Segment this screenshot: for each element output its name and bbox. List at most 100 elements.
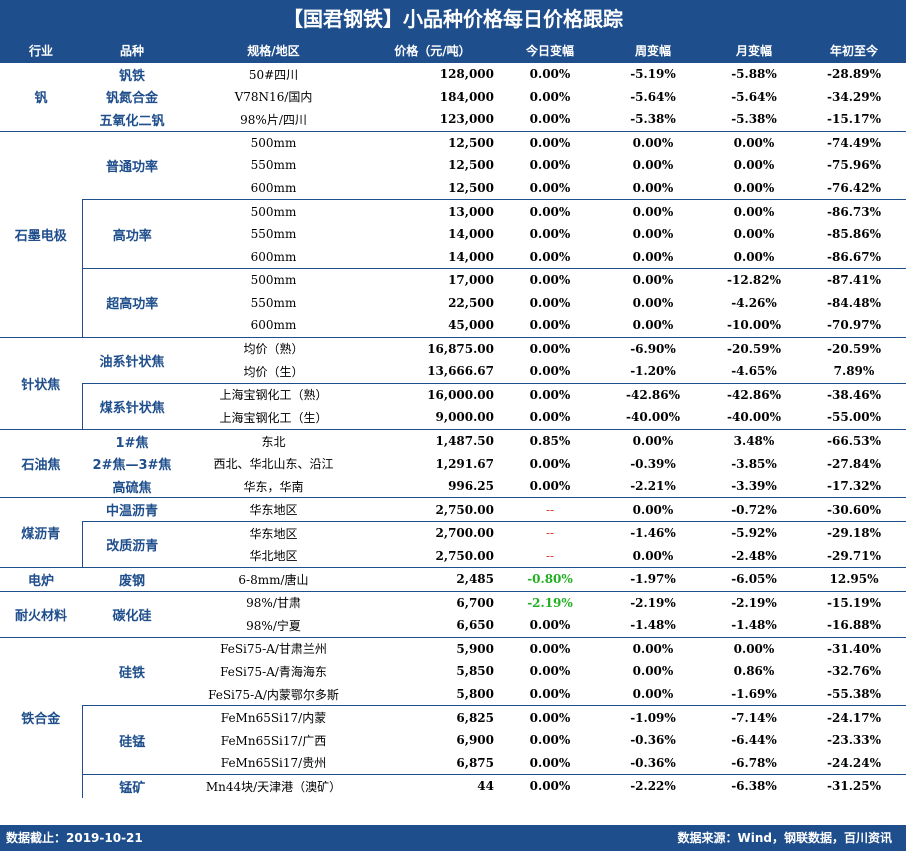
today-change: 0.00% bbox=[500, 199, 600, 223]
week-change: -0.36% bbox=[630, 755, 676, 770]
month-change: -42.86% bbox=[706, 382, 802, 407]
today-change: 0.00% bbox=[529, 364, 571, 379]
ytd-change: -74.49% bbox=[802, 130, 906, 155]
ytd-change: -84.48% bbox=[827, 295, 881, 310]
table-row: 2#焦—3#焦 西北、华北山东、沿江 1,291.67 0.00% -0.39%… bbox=[0, 452, 906, 475]
month-change: -5.38% bbox=[731, 112, 777, 127]
table-row: 针状焦 油系针状焦 均价（熟） 16,875.00 0.00% -6.90% -… bbox=[0, 336, 906, 430]
spec-cell: 98%/宁夏 bbox=[246, 618, 301, 633]
ytd-change: -30.60% bbox=[802, 497, 906, 522]
ytd-change: -55.38% bbox=[827, 687, 881, 702]
ytd-change: -85.86% bbox=[827, 227, 881, 242]
week-change: -1.09% bbox=[600, 705, 706, 729]
month-change: 3.48% bbox=[706, 428, 802, 453]
week-change: 0.00% bbox=[600, 428, 706, 453]
today-change: 0.00% bbox=[529, 89, 571, 104]
today-change: 0.00% bbox=[500, 336, 600, 361]
variety-cell: 废钢 bbox=[82, 567, 182, 592]
price-cell: 5,800 bbox=[456, 687, 494, 702]
table-row: 五氧化二钒 98%片/四川 123,000 0.00% -5.38% -5.38… bbox=[0, 108, 906, 131]
month-change: -1.69% bbox=[731, 687, 777, 702]
table-row: FeSi75-A/内蒙鄂尔多斯 5,800 0.00% 0.00% -1.69%… bbox=[0, 683, 906, 706]
spec-cell: 华东，华南 bbox=[243, 479, 304, 494]
table-row: 高功率 500mm 13,000 0.00% 0.00% 0.00% -86.7… bbox=[0, 199, 906, 269]
week-change: 0.00% bbox=[632, 295, 674, 310]
today-change: 0.00% bbox=[529, 755, 571, 770]
variety-cell: 油系针状焦 bbox=[82, 336, 182, 384]
header-ytd: 年初至今 bbox=[802, 38, 906, 63]
industry-cell: 煤沥青 bbox=[0, 497, 82, 568]
spec-cell: 50#四川 bbox=[182, 61, 365, 86]
week-change: -2.21% bbox=[630, 479, 676, 494]
month-change: 0.00% bbox=[733, 158, 775, 173]
ytd-change: -27.84% bbox=[827, 456, 881, 471]
variety-cell: 钒铁 bbox=[82, 61, 182, 86]
month-change: -6.38% bbox=[706, 773, 802, 798]
today-change: 0.00% bbox=[500, 267, 600, 292]
week-change: 0.00% bbox=[600, 497, 706, 522]
ytd-change: -16.88% bbox=[827, 618, 881, 633]
variety-cell: 煤系针状焦 bbox=[81, 382, 182, 430]
data-cutoff-date: 数据截止：2019-10-21 bbox=[6, 831, 143, 845]
week-change: -1.46% bbox=[600, 520, 706, 545]
table-row: 改质沥青 华东地区 2,700.00 -- -1.46% -5.92% -29.… bbox=[0, 520, 906, 568]
spec-cell: FeSi75-A/青海海东 bbox=[220, 664, 327, 679]
price-cell: 2,750.00 bbox=[435, 548, 494, 563]
today-change: 0.00% bbox=[500, 130, 600, 155]
ytd-change: -76.42% bbox=[827, 181, 881, 195]
variety-cell: 中温沥青 bbox=[82, 497, 182, 522]
today-change: 0.00% bbox=[529, 410, 571, 425]
ytd-change: -86.67% bbox=[827, 249, 881, 264]
today-change: 0.00% bbox=[529, 618, 571, 633]
today-change: 0.00% bbox=[529, 687, 571, 702]
ytd-change: 12.95% bbox=[802, 567, 906, 592]
price-cell: 6,875 bbox=[456, 755, 494, 770]
variety-cell: 钒氮合金 bbox=[105, 91, 158, 107]
ytd-change: -20.59% bbox=[802, 336, 906, 361]
spec-cell: V78N16/国内 bbox=[234, 90, 313, 105]
week-change: -5.19% bbox=[600, 61, 706, 86]
ytd-change: -87.41% bbox=[802, 267, 906, 292]
industry-cell: 钒 bbox=[0, 62, 82, 132]
week-change: 0.00% bbox=[632, 318, 674, 333]
spec-cell: 600mm bbox=[250, 249, 297, 264]
week-change: -5.64% bbox=[630, 89, 676, 104]
spec-cell: 98%/甘肃 bbox=[182, 590, 365, 615]
industry-cell: 石墨电极 bbox=[0, 130, 82, 338]
spec-cell: 600mm bbox=[250, 181, 297, 195]
ytd-change: -24.24% bbox=[827, 755, 881, 770]
header-variety: 品种 bbox=[82, 38, 182, 63]
table-row: 600mm 45,000 0.00% 0.00% -10.00% -70.97% bbox=[0, 314, 906, 337]
spec-cell: 均价（熟） bbox=[182, 336, 365, 361]
ytd-change: -24.17% bbox=[802, 705, 906, 729]
price-cell: 16,875.00 bbox=[365, 336, 500, 361]
today-change: 0.00% bbox=[529, 227, 571, 242]
price-cell: 184,000 bbox=[439, 89, 494, 104]
today-change: 0.00% bbox=[529, 249, 571, 264]
spec-cell: 600mm bbox=[250, 318, 297, 333]
today-change: 0.00% bbox=[500, 705, 600, 729]
table-row: 600mm 12,500 0.00% 0.00% 0.00% -76.42% bbox=[0, 177, 906, 200]
spec-cell: 500mm bbox=[182, 199, 365, 223]
table-row: FeSi75-A/青海海东 5,850 0.00% 0.00% 0.86% -3… bbox=[0, 660, 906, 683]
ytd-change: -17.32% bbox=[827, 479, 881, 494]
today-change: 0.00% bbox=[529, 181, 571, 195]
month-change: -6.05% bbox=[706, 567, 802, 592]
month-change: 0.00% bbox=[706, 130, 802, 155]
ytd-change: -66.53% bbox=[802, 428, 906, 453]
header-row: 行业 品种 规格/地区 价格（元/吨） 今日变幅 周变幅 月变幅 年初至今 bbox=[0, 38, 906, 63]
price-cell: 6,825 bbox=[365, 705, 500, 729]
header-today: 今日变幅 bbox=[500, 38, 600, 63]
today-change: 0.00% bbox=[529, 112, 571, 127]
spec-cell: FeSi75-A/内蒙鄂尔多斯 bbox=[208, 687, 339, 702]
ytd-change: -70.97% bbox=[827, 318, 881, 333]
week-change: 0.00% bbox=[632, 181, 674, 195]
spec-cell: 华北地区 bbox=[249, 549, 298, 564]
ytd-change: -75.96% bbox=[827, 158, 881, 173]
table-row: 550mm 12,500 0.00% 0.00% 0.00% -75.96% bbox=[0, 154, 906, 177]
table-row: 煤系针状焦 上海宝钢化工（熟） 16,000.00 0.00% -42.86% … bbox=[0, 382, 906, 430]
price-cell: 17,000 bbox=[365, 267, 500, 292]
spec-cell: 华东地区 bbox=[182, 520, 365, 545]
table-row: 超高功率 500mm 17,000 0.00% 0.00% -12.82% -8… bbox=[0, 267, 906, 338]
